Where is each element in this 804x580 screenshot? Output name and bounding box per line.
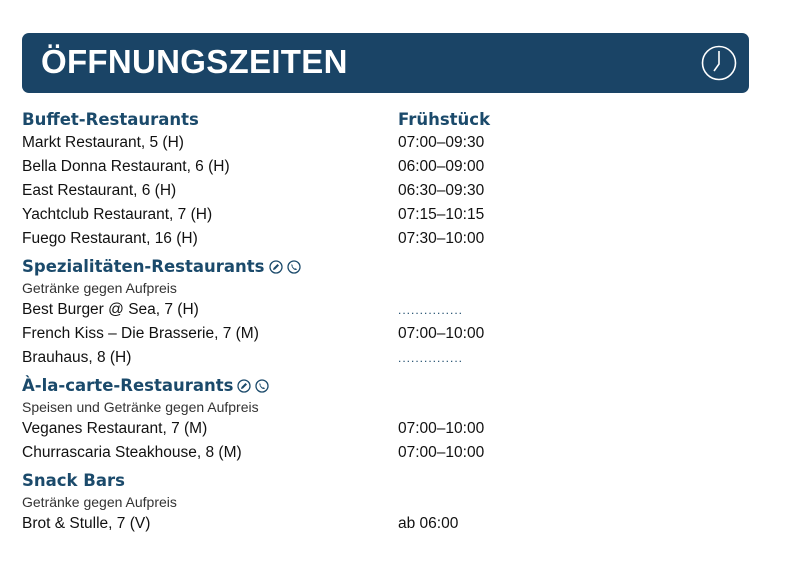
table-row: Best Burger @ Sea, 7 (H)............... bbox=[22, 298, 722, 322]
breakfast-time: 07:15–10:15 bbox=[398, 206, 485, 223]
group-subtitle: Speisen und Getränke gegen Aufpreis bbox=[22, 399, 259, 415]
breakfast-time: 07:00–10:00 bbox=[398, 420, 485, 437]
breakfast-time: 06:00–09:00 bbox=[398, 158, 485, 175]
phone-icon bbox=[286, 260, 301, 274]
restaurant-name: Markt Restaurant, 5 (H) bbox=[22, 134, 184, 151]
reservation-pencil-icon bbox=[268, 260, 283, 274]
restaurant-name: Fuego Restaurant, 16 (H) bbox=[22, 230, 198, 247]
breakfast-time: ............... bbox=[398, 303, 464, 317]
column-header: Frühstück bbox=[398, 110, 491, 129]
restaurant-name: Brot & Stulle, 7 (V) bbox=[22, 515, 151, 532]
table-row: Fuego Restaurant, 16 (H) 07:30–10:00 bbox=[22, 227, 722, 251]
group-title: À-la-carte-Restaurants bbox=[22, 376, 234, 395]
group-title: Buffet-Restaurants bbox=[22, 110, 199, 129]
group-heading: Spezialitäten-Restaurants bbox=[22, 255, 722, 278]
group-title: Snack Bars bbox=[22, 471, 125, 490]
table-row: East Restaurant, 6 (H) 06:30–09:30 bbox=[22, 179, 722, 203]
table-row: Bella Donna Restaurant, 6 (H) 06:00–09:00 bbox=[22, 155, 722, 179]
restaurant-name: Bella Donna Restaurant, 6 (H) bbox=[22, 158, 230, 175]
table-row: Churrascaria Steakhouse, 8 (M) 07:00–10:0… bbox=[22, 441, 722, 465]
group-subtitle: Getränke gegen Aufpreis bbox=[22, 494, 177, 510]
restaurant-name: Best Burger @ Sea, 7 (H) bbox=[22, 301, 199, 318]
breakfast-time: ............... bbox=[398, 351, 464, 365]
clock-icon bbox=[701, 45, 737, 81]
table-row: Veganes Restaurant, 7 (M) 07:00–10:00 bbox=[22, 417, 722, 441]
restaurant-name: French Kiss – Die Brasserie, 7 (M) bbox=[22, 325, 259, 342]
breakfast-time: ab 06:00 bbox=[398, 515, 459, 532]
breakfast-time: 07:00–10:00 bbox=[398, 325, 485, 342]
table-row: Brot & Stulle, 7 (V) ab 06:00 bbox=[22, 512, 722, 536]
table-row: Markt Restaurant, 5 (H) 07:00–09:30 bbox=[22, 131, 722, 155]
breakfast-time: 06:30–09:30 bbox=[398, 182, 485, 199]
group-heading: À-la-carte-Restaurants bbox=[22, 374, 722, 397]
restaurant-name: Brauhaus, 8 (H) bbox=[22, 349, 132, 366]
table-row: Yachtclub Restaurant, 7 (H) 07:15–10:15 bbox=[22, 203, 722, 227]
breakfast-time: 07:30–10:00 bbox=[398, 230, 485, 247]
restaurant-name: East Restaurant, 6 (H) bbox=[22, 182, 177, 199]
restaurant-name: Churrascaria Steakhouse, 8 (M) bbox=[22, 444, 242, 461]
group-title: Spezialitäten-Restaurants bbox=[22, 257, 265, 276]
group-heading: Buffet-Restaurants Frühstück bbox=[22, 108, 722, 131]
phone-icon bbox=[255, 379, 270, 393]
table-row: Brauhaus, 8 (H)............... bbox=[22, 346, 722, 370]
page-title: ÖFFNUNGSZEITEN bbox=[41, 43, 348, 80]
header-banner: ÖFFNUNGSZEITEN bbox=[22, 33, 749, 93]
table-row: French Kiss – Die Brasserie, 7 (M) 07:00–… bbox=[22, 322, 722, 346]
breakfast-time: 07:00–09:30 bbox=[398, 134, 485, 151]
restaurant-name: Veganes Restaurant, 7 (M) bbox=[22, 420, 208, 437]
reservation-pencil-icon bbox=[237, 379, 252, 393]
opening-hours-list: Buffet-Restaurants Frühstück Markt Restaur… bbox=[22, 108, 722, 536]
restaurant-name: Yachtclub Restaurant, 7 (H) bbox=[22, 206, 213, 223]
breakfast-time: 07:00–10:00 bbox=[398, 444, 485, 461]
group-subtitle: Getränke gegen Aufpreis bbox=[22, 280, 177, 296]
group-heading: Snack Bars bbox=[22, 469, 722, 492]
